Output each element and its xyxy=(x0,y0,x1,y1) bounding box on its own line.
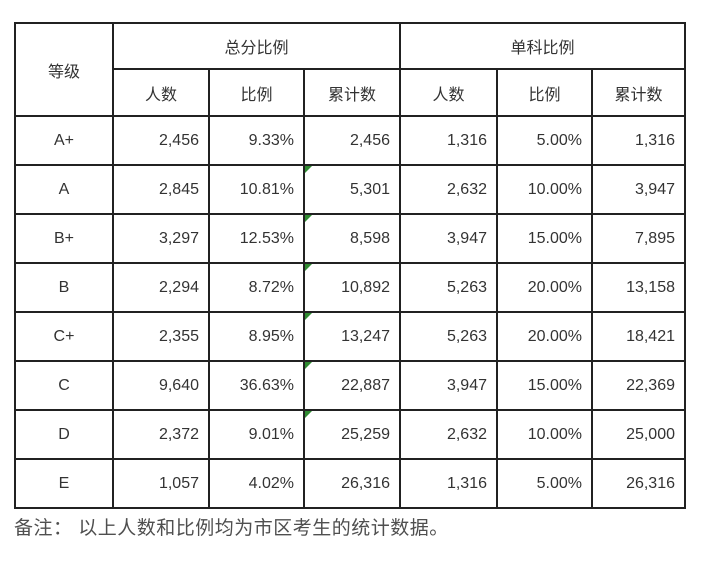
formula-warning-marker-icon xyxy=(306,314,312,320)
cell-single-count: 2,632 xyxy=(399,164,498,215)
cell-total-cum: 2,456 xyxy=(303,115,401,166)
cell-single-count: 1,316 xyxy=(399,458,498,509)
cell-total-cum: 8,598 xyxy=(303,213,401,264)
formula-warning-marker-icon xyxy=(306,363,312,369)
cell-grade: A+ xyxy=(14,115,114,166)
cell-single-pct: 10.00% xyxy=(496,409,593,460)
cell-total-cum-value: 22,887 xyxy=(341,376,390,394)
cell-total-pct: 8.72% xyxy=(208,262,305,313)
cell-total-cum: 22,887 xyxy=(303,360,401,411)
cell-single-cum: 7,895 xyxy=(591,213,686,264)
cell-total-count: 3,297 xyxy=(112,213,210,264)
cell-total-cum: 5,301 xyxy=(303,164,401,215)
cell-total-cum-value: 8,598 xyxy=(349,229,390,247)
header-group-total: 总分比例 xyxy=(112,22,401,70)
table-row: A+ 2,456 9.33% 2,456 1,316 5.00% 1,316 xyxy=(14,115,686,166)
header-group-single: 单科比例 xyxy=(399,22,686,70)
cell-grade: A xyxy=(14,164,114,215)
cell-single-pct: 15.00% xyxy=(496,360,593,411)
cell-total-pct: 36.63% xyxy=(208,360,305,411)
grade-distribution-table: 等级 总分比例 单科比例 人数 比例 累计数 人数 比例 累计数 A+ 2,45… xyxy=(14,22,686,509)
cell-single-cum: 13,158 xyxy=(591,262,686,313)
cell-single-pct: 5.00% xyxy=(496,115,593,166)
formula-warning-marker-icon xyxy=(306,167,312,173)
cell-total-cum-value: 5,301 xyxy=(349,180,390,198)
cell-single-count: 3,947 xyxy=(399,213,498,264)
cell-total-cum: 25,259 xyxy=(303,409,401,460)
formula-warning-marker-icon xyxy=(306,265,312,271)
formula-warning-marker-icon xyxy=(306,412,312,418)
cell-grade: C xyxy=(14,360,114,411)
header-single-cum: 累计数 xyxy=(591,68,686,117)
table-row: A 2,845 10.81% 5,301 2,632 10.00% 3,947 xyxy=(14,164,686,215)
cell-single-pct: 20.00% xyxy=(496,311,593,362)
cell-single-pct: 5.00% xyxy=(496,458,593,509)
cell-total-cum: 10,892 xyxy=(303,262,401,313)
table-row: C+ 2,355 8.95% 13,247 5,263 20.00% 18,42… xyxy=(14,311,686,362)
cell-total-count: 1,057 xyxy=(112,458,210,509)
cell-total-cum-value: 25,259 xyxy=(341,425,390,443)
cell-grade: B xyxy=(14,262,114,313)
cell-total-pct: 12.53% xyxy=(208,213,305,264)
cell-total-count: 2,294 xyxy=(112,262,210,313)
cell-total-cum-value: 10,892 xyxy=(341,278,390,296)
table-row: B 2,294 8.72% 10,892 5,263 20.00% 13,158 xyxy=(14,262,686,313)
cell-single-count: 3,947 xyxy=(399,360,498,411)
cell-single-cum: 25,000 xyxy=(591,409,686,460)
table-row: B+ 3,297 12.53% 8,598 3,947 15.00% 7,895 xyxy=(14,213,686,264)
header-single-pct: 比例 xyxy=(496,68,593,117)
cell-single-pct: 10.00% xyxy=(496,164,593,215)
header-grade: 等级 xyxy=(14,22,114,117)
cell-total-pct: 9.01% xyxy=(208,409,305,460)
table-row: D 2,372 9.01% 25,259 2,632 10.00% 25,000 xyxy=(14,409,686,460)
table-row: C 9,640 36.63% 22,887 3,947 15.00% 22,36… xyxy=(14,360,686,411)
cell-total-count: 2,845 xyxy=(112,164,210,215)
cell-total-pct: 4.02% xyxy=(208,458,305,509)
formula-warning-marker-icon xyxy=(306,216,312,222)
cell-single-count: 5,263 xyxy=(399,311,498,362)
cell-single-cum: 1,316 xyxy=(591,115,686,166)
cell-single-cum: 18,421 xyxy=(591,311,686,362)
cell-grade: C+ xyxy=(14,311,114,362)
cell-total-count: 2,456 xyxy=(112,115,210,166)
header-total-pct: 比例 xyxy=(208,68,305,117)
cell-total-cum: 26,316 xyxy=(303,458,401,509)
cell-single-count: 5,263 xyxy=(399,262,498,313)
cell-total-count: 2,355 xyxy=(112,311,210,362)
cell-total-cum-value: 13,247 xyxy=(341,327,390,345)
header-single-count: 人数 xyxy=(399,68,498,117)
header-total-cum: 累计数 xyxy=(303,68,401,117)
cell-total-pct: 8.95% xyxy=(208,311,305,362)
cell-single-cum: 3,947 xyxy=(591,164,686,215)
cell-total-count: 2,372 xyxy=(112,409,210,460)
header-total-count: 人数 xyxy=(112,68,210,117)
cell-grade: D xyxy=(14,409,114,460)
cell-single-cum: 26,316 xyxy=(591,458,686,509)
table-header: 等级 总分比例 单科比例 人数 比例 累计数 人数 比例 累计数 xyxy=(14,22,686,117)
table-body: A+ 2,456 9.33% 2,456 1,316 5.00% 1,316 A… xyxy=(14,115,686,509)
footnote: 备注： 以上人数和比例均为市区考生的统计数据。 xyxy=(14,518,449,539)
cell-grade: E xyxy=(14,458,114,509)
table-row: E 1,057 4.02% 26,316 1,316 5.00% 26,316 xyxy=(14,458,686,509)
cell-total-pct: 9.33% xyxy=(208,115,305,166)
cell-single-pct: 15.00% xyxy=(496,213,593,264)
cell-total-count: 9,640 xyxy=(112,360,210,411)
cell-single-cum: 22,369 xyxy=(591,360,686,411)
cell-total-cum: 13,247 xyxy=(303,311,401,362)
cell-total-cum-value: 26,316 xyxy=(341,474,390,492)
cell-total-pct: 10.81% xyxy=(208,164,305,215)
cell-single-count: 1,316 xyxy=(399,115,498,166)
cell-total-cum-value: 2,456 xyxy=(349,131,390,149)
cell-grade: B+ xyxy=(14,213,114,264)
cell-single-count: 2,632 xyxy=(399,409,498,460)
cell-single-pct: 20.00% xyxy=(496,262,593,313)
